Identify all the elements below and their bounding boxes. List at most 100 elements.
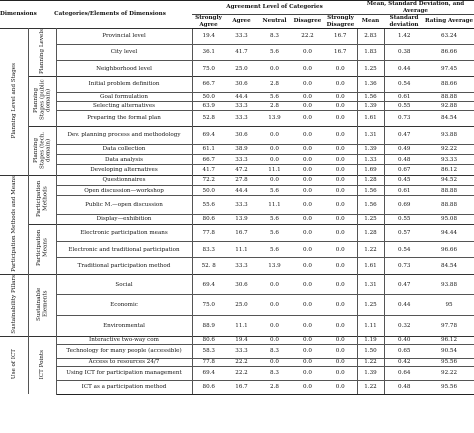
cell-strongly-agree: 55.6 — [192, 195, 225, 215]
element-label: Initial problem definition — [56, 76, 193, 93]
cell-strongly-agree: 83.3 — [192, 240, 225, 258]
cell-strongly-agree: 52. 8 — [192, 257, 225, 275]
table-row: Environmental 88.9 11.1 0.0 0.0 0.0 1.11 0.32 97… — [0, 315, 474, 337]
cell-disagree: 0.0 — [291, 257, 324, 275]
table-row: City level 36.1 41.7 5.6 0.0 16.7 1.83 0.38 86.6… — [0, 44, 474, 61]
cell-strongly-agree: 77.8 — [192, 224, 225, 242]
cell-agree: 33.3 — [225, 257, 258, 275]
cell-neutral: 5.6 — [258, 240, 291, 258]
cell-agree: 33.3 — [225, 195, 258, 215]
cell-disagree: 0.0 — [291, 315, 324, 337]
cell-rating-average: 92.88 — [424, 100, 474, 111]
cell-standard-deviation: 0.42 — [383, 357, 425, 367]
cell-disagree: 0.0 — [291, 379, 324, 395]
cell-strongly-disagree: 0.0 — [324, 379, 358, 395]
cell-standard-deviation: 0.44 — [383, 294, 425, 316]
cell-standard-deviation: 0.47 — [383, 125, 425, 145]
cell-neutral: 13.9 — [258, 109, 291, 126]
cell-strongly-disagree: 16.7 — [324, 44, 358, 61]
cell-disagree: 0.0 — [291, 273, 324, 295]
cell-mean: 1.25 — [356, 213, 385, 225]
cell-mean: 1.31 — [356, 273, 385, 295]
cell-strongly-disagree: 0.0 — [324, 343, 358, 359]
element-label: Public M.—open discussion — [56, 195, 193, 215]
cell-disagree: 0.0 — [291, 143, 324, 155]
element-label: Goal formulation — [56, 91, 193, 102]
table-row: Preparing the formal plan 52.8 33.3 13.9 0.0… — [0, 109, 474, 126]
category-cell: ICT Points — [28, 335, 57, 395]
cell-rating-average: 93.88 — [424, 125, 474, 145]
cell-agree: 19.4 — [225, 335, 258, 345]
cell-neutral: 0.0 — [258, 143, 291, 155]
cell-rating-average: 92.22 — [424, 143, 474, 155]
cell-rating-average: 88.66 — [424, 76, 474, 93]
cell-neutral: 5.6 — [258, 224, 291, 242]
header-dimensions: Dimensions — [0, 0, 37, 29]
cell-strongly-agree: 61.1 — [192, 143, 225, 155]
cell-strongly-agree: 50.0 — [192, 185, 225, 196]
cell-neutral: 0.0 — [258, 335, 291, 345]
cell-strongly-disagree: 0.0 — [324, 60, 358, 77]
cell-neutral: 2.8 — [258, 100, 291, 111]
header-mean-sd-average: Mean, Standard Deviation, and Average — [357, 0, 474, 15]
header-mean: Mean — [357, 14, 385, 29]
cell-standard-deviation: 0.32 — [383, 315, 425, 337]
cell-strongly-agree: 66.7 — [192, 153, 225, 165]
cell-agree: 30.6 — [225, 273, 258, 295]
cell-disagree: 0.0 — [291, 224, 324, 242]
cell-rating-average: 93.33 — [424, 153, 474, 165]
cell-strongly-agree: 41.7 — [192, 164, 225, 176]
cell-strongly-disagree: 0.0 — [324, 143, 358, 155]
cell-mean: 1.11 — [356, 315, 385, 337]
cell-agree: 33.3 — [225, 27, 258, 45]
cell-agree: 44.4 — [225, 185, 258, 196]
table-row: Goal formulation 50.0 44.4 5.6 0.0 0.0 1.56 0.6… — [0, 91, 474, 102]
cell-disagree: 22.2 — [291, 27, 324, 45]
cell-agree: 16.7 — [225, 379, 258, 395]
element-label: Developing alternatives — [56, 164, 193, 176]
element-label: Using ICT for participation management — [56, 365, 193, 381]
category-label: Participation Methods — [35, 180, 48, 217]
element-label: Economic — [56, 294, 193, 316]
category-label: Planning Stages (public domain) — [32, 79, 52, 121]
cell-mean: 1.22 — [356, 240, 385, 258]
cell-strongly-disagree: 0.0 — [324, 294, 358, 316]
category-cell: Participation Means — [28, 224, 57, 275]
header-disagree: Disagree — [291, 14, 324, 29]
cell-mean: 1.22 — [356, 379, 385, 395]
cell-strongly-disagree: 0.0 — [324, 335, 358, 345]
category-label: Planning Levels — [38, 29, 45, 74]
cell-strongly-agree: 75.0 — [192, 294, 225, 316]
table-row: Using ICT for participation management 69… — [0, 365, 474, 381]
cell-rating-average: 88.88 — [424, 195, 474, 215]
table-row: Public M.—open discussion 55.6 33.3 11.1 0.0… — [0, 195, 474, 215]
cell-standard-deviation: 0.38 — [383, 44, 425, 61]
cell-disagree: 0.0 — [291, 174, 324, 186]
cell-disagree: 0.0 — [291, 91, 324, 102]
cell-neutral: 2.8 — [258, 379, 291, 395]
cell-neutral: 5.6 — [258, 213, 291, 225]
table-row: Data collection 61.1 38.9 0.0 0.0 0.0 1.39 0.49… — [0, 143, 474, 155]
element-label: Open discussion—workshop — [56, 185, 193, 196]
element-label: Preparing the formal plan — [56, 109, 193, 126]
cell-disagree: 0.0 — [291, 164, 324, 176]
category-label: Participation Means — [35, 230, 48, 267]
cell-standard-deviation: 0.61 — [383, 91, 425, 102]
cell-strongly-disagree: 0.0 — [324, 365, 358, 381]
dimension-cell: Use of ICT — [0, 335, 29, 395]
cell-disagree: 0.0 — [291, 343, 324, 359]
cell-rating-average: 95.56 — [424, 379, 474, 395]
cell-rating-average: 95.56 — [424, 357, 474, 367]
cell-strongly-agree: 80.6 — [192, 335, 225, 345]
cell-neutral: 0.0 — [258, 357, 291, 367]
cell-neutral: 13.9 — [258, 257, 291, 275]
cell-strongly-disagree: 0.0 — [324, 153, 358, 165]
element-label: Social — [56, 273, 193, 295]
cell-standard-deviation: 0.55 — [383, 213, 425, 225]
element-label: Dev. planning process and methodology — [56, 125, 193, 145]
cell-agree: 30.6 — [225, 125, 258, 145]
cell-rating-average: 93.88 — [424, 273, 474, 295]
cell-neutral: 5.6 — [258, 91, 291, 102]
header-rating-average: Rating Average — [424, 14, 474, 29]
cell-strongly-disagree: 0.0 — [324, 273, 358, 295]
